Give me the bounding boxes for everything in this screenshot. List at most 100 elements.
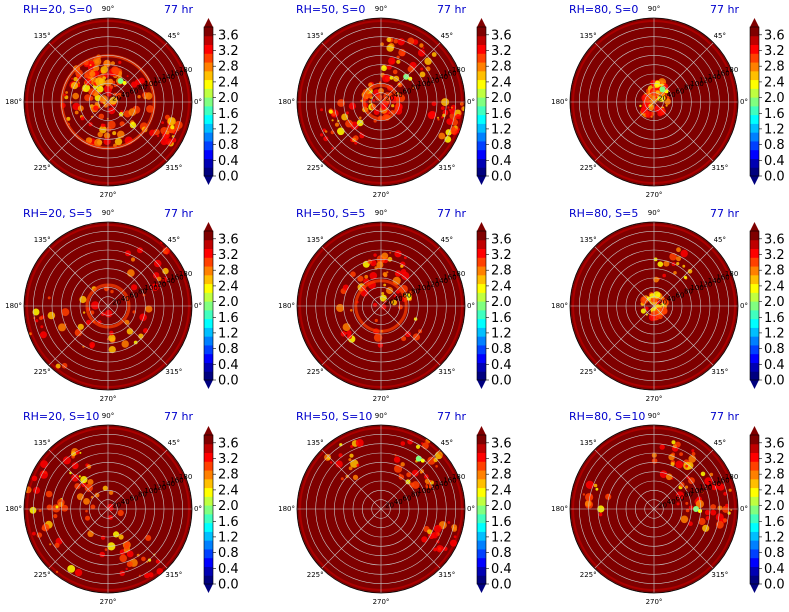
colorbar-segment xyxy=(477,239,486,250)
angle-tick-label: 315° xyxy=(165,571,182,579)
colorbar-tick-label: 1.6 xyxy=(491,311,512,326)
polar-grid xyxy=(296,424,466,594)
colorbar-segment xyxy=(204,292,213,302)
radial-tick-label: 20 xyxy=(658,501,667,509)
colorbar: 0.00.40.81.21.62.02.42.83.23.6 xyxy=(203,222,239,389)
colorbar-segment xyxy=(477,443,486,454)
colorbar-tick-label: 1.2 xyxy=(218,530,239,545)
radial-tick-label: 160 xyxy=(170,476,183,484)
colorbar-tick-label: 0.4 xyxy=(218,358,239,373)
colorbar-tick-label: 0.8 xyxy=(764,342,785,357)
colorbar-segment xyxy=(750,353,759,363)
colorbar-tick-label: 1.2 xyxy=(764,326,785,341)
angle-tick-label: 270° xyxy=(373,598,390,606)
angle-tick-label: 135° xyxy=(580,32,597,40)
colorbar-segment xyxy=(477,158,486,168)
colorbar-segment xyxy=(204,44,213,54)
colorbar-tick-label: 1.6 xyxy=(764,107,785,122)
angle-tick-label: 0° xyxy=(194,98,202,106)
radial-tick-label: 180 xyxy=(452,473,465,481)
radial-tick-label: 40 xyxy=(394,295,403,303)
colorbar-segment xyxy=(477,478,486,489)
colorbar-segment xyxy=(204,70,213,81)
colorbar-segment xyxy=(477,522,486,532)
colorbar-tick-label: 1.6 xyxy=(218,311,239,326)
radial-tick-label: 160 xyxy=(716,273,729,281)
colorbar-tick-label: 1.6 xyxy=(491,515,512,530)
angle-tick-label: 135° xyxy=(307,32,324,40)
angle-tick-label: 270° xyxy=(100,598,117,606)
colorbar-tick-label: 1.6 xyxy=(764,311,785,326)
radial-tick-label: 140 xyxy=(435,73,448,81)
colorbar-extend-min xyxy=(750,380,759,389)
polar-grid xyxy=(296,221,466,391)
colorbar-segment xyxy=(750,158,759,168)
colorbar-segment xyxy=(477,575,486,585)
colorbar-extend-min xyxy=(204,584,213,593)
radial-tick-label: 100 xyxy=(417,80,430,88)
angle-tick-label: 270° xyxy=(646,191,663,199)
colorbar-segment xyxy=(204,513,213,524)
colorbar-segment xyxy=(477,62,486,72)
angle-tick-label: 180° xyxy=(278,98,295,106)
colorbar-tick-label: 3.6 xyxy=(764,232,785,247)
colorbar-segment xyxy=(750,231,759,241)
angle-tick-label: 45° xyxy=(714,439,726,447)
angle-tick-label: 45° xyxy=(714,32,726,40)
radial-tick-label: 180 xyxy=(725,473,738,481)
colorbar-segment xyxy=(204,461,213,471)
colorbar-segment xyxy=(477,257,486,267)
panel-time-label: 77 hr xyxy=(164,207,193,220)
colorbar-segment xyxy=(204,105,213,116)
angle-tick-label: 270° xyxy=(646,395,663,403)
colorbar-segment xyxy=(477,327,486,337)
colorbar-segment xyxy=(750,257,759,267)
colorbar-tick-label: 3.6 xyxy=(218,28,239,43)
colorbar-tick-label: 0.4 xyxy=(218,562,239,577)
colorbar-segment xyxy=(750,344,759,355)
angle-tick-label: 45° xyxy=(714,236,726,244)
radial-tick-label: 80 xyxy=(138,288,147,296)
colorbar-segment xyxy=(477,123,486,133)
radial-tick-label: 60 xyxy=(402,87,411,95)
angle-tick-label: 90° xyxy=(375,5,387,13)
polar-frame xyxy=(23,424,193,594)
colorbar-tick-label: 0.0 xyxy=(218,170,239,185)
colorbar-segment xyxy=(750,114,759,124)
radial-tick-label: 80 xyxy=(411,288,420,296)
panel-time-label: 77 hr xyxy=(164,3,193,16)
colorbar-segment xyxy=(750,62,759,72)
field-texture xyxy=(26,20,190,184)
colorbar-segment xyxy=(750,362,759,372)
colorbar-segment xyxy=(477,309,486,320)
colorbar-segment xyxy=(750,301,759,311)
colorbar-tick-label: 1.2 xyxy=(491,122,512,137)
colorbar-tick-label: 3.6 xyxy=(218,232,239,247)
colorbar-segment xyxy=(477,231,486,241)
radial-tick-label: 60 xyxy=(675,291,684,299)
colorbar-segment xyxy=(750,123,759,133)
radial-tick-label: 60 xyxy=(129,291,138,299)
colorbar-tick-label: 2.8 xyxy=(218,264,239,279)
colorbar-segment xyxy=(750,105,759,116)
colorbar-segment xyxy=(204,362,213,372)
colorbar-segment xyxy=(477,566,486,576)
colorbar-segment xyxy=(204,487,213,497)
colorbar-tick-label: 0.4 xyxy=(218,154,239,169)
colorbar-tick-label: 0.0 xyxy=(218,374,239,389)
colorbar-segment xyxy=(204,167,213,177)
colorbar-segment xyxy=(750,496,759,506)
colorbar-tick-label: 2.8 xyxy=(764,468,785,483)
radial-tick-label: 20 xyxy=(385,94,394,102)
colorbar-segment xyxy=(204,470,213,480)
angle-tick-label: 180° xyxy=(551,505,568,513)
colorbar-tick-label: 2.0 xyxy=(491,295,512,310)
radial-tick-label: 20 xyxy=(385,298,394,306)
colorbar-tick-label: 0.4 xyxy=(764,358,785,373)
angle-tick-label: 180° xyxy=(5,505,22,513)
colorbar-segment xyxy=(204,53,213,63)
colorbar-segment xyxy=(750,88,759,98)
colorbar-tick-label: 2.4 xyxy=(764,483,785,498)
